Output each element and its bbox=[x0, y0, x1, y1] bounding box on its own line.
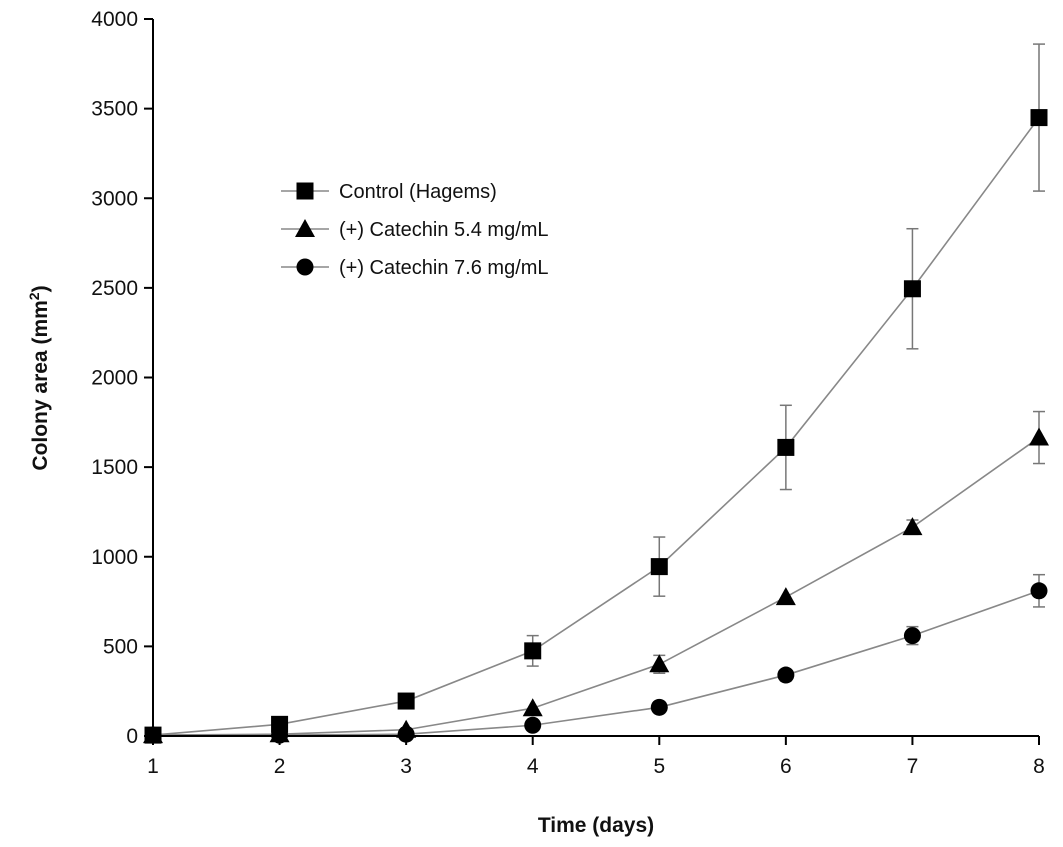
y-axis-title-main: Colony area (mm bbox=[29, 300, 52, 470]
data-point-square bbox=[524, 642, 542, 660]
y-tick-label: 3000 bbox=[91, 187, 138, 210]
data-point-square bbox=[903, 280, 921, 298]
x-axis-title: Time (days) bbox=[538, 814, 654, 837]
data-point-square bbox=[1030, 109, 1048, 127]
x-tick-label: 3 bbox=[400, 755, 412, 778]
data-point-triangle bbox=[1029, 427, 1049, 446]
series-line-square bbox=[152, 117, 1040, 736]
y-tick-label: 500 bbox=[103, 635, 138, 658]
legend-marker-triangle bbox=[295, 219, 315, 237]
y-axis-title-tail: ) bbox=[29, 285, 52, 292]
y-axis-title: Colony area (mm2) bbox=[26, 285, 52, 470]
series-lines bbox=[152, 117, 1040, 736]
series-line-triangle bbox=[152, 436, 1040, 736]
data-point-triangle bbox=[902, 517, 923, 536]
series-line-circle bbox=[153, 590, 1040, 736]
legend-marker-square bbox=[296, 182, 314, 200]
y-tick-label: 2500 bbox=[91, 277, 138, 300]
data-point-square bbox=[397, 692, 415, 710]
data-point-triangle bbox=[522, 698, 543, 717]
series-markers bbox=[143, 109, 1049, 744]
data-point-circle bbox=[1030, 582, 1048, 600]
data-point-square bbox=[777, 438, 795, 456]
data-point-triangle bbox=[649, 654, 670, 673]
data-point-circle bbox=[271, 726, 289, 744]
y-axis-title-superscript: 2 bbox=[26, 292, 42, 300]
data-point-square bbox=[650, 558, 668, 576]
error-bars bbox=[526, 43, 1045, 675]
x-tick-label: 4 bbox=[527, 755, 539, 778]
data-point-circle bbox=[144, 726, 162, 744]
data-point-circle bbox=[524, 716, 542, 734]
data-point-triangle bbox=[775, 587, 796, 606]
x-tick-label: 5 bbox=[653, 755, 665, 778]
legend-label-circle: (+) Catechin 7.6 mg/mL bbox=[339, 257, 549, 279]
y-tick-label: 1500 bbox=[91, 456, 138, 479]
y-tick-label: 1000 bbox=[91, 546, 138, 569]
data-point-circle bbox=[777, 666, 795, 684]
x-tick-label: 2 bbox=[274, 755, 286, 778]
x-tick-label: 1 bbox=[147, 755, 159, 778]
data-point-circle bbox=[903, 627, 921, 645]
x-tick-label: 8 bbox=[1033, 755, 1045, 778]
y-tick-label: 0 bbox=[126, 725, 138, 748]
data-point-circle bbox=[397, 725, 415, 743]
legend-marker-circle bbox=[296, 258, 314, 276]
y-tick-label: 3500 bbox=[91, 98, 138, 121]
y-tick-label: 4000 bbox=[91, 8, 138, 31]
x-tick-label: 6 bbox=[780, 755, 792, 778]
x-tick-label: 7 bbox=[907, 755, 919, 778]
axes: 0 500 1000 1500 2000 2500 3000 3500 4000 1 2 3 4 5 6 7 8 bbox=[91, 8, 1045, 778]
legend: Control (Hagems) (+) Catechin 5.4 mg/mL (+… bbox=[281, 181, 549, 279]
y-tick-label: 2000 bbox=[91, 367, 138, 390]
legend-label-square: Control (Hagems) bbox=[339, 181, 497, 203]
data-point-circle bbox=[650, 698, 668, 716]
legend-label-triangle: (+) Catechin 5.4 mg/mL bbox=[339, 219, 549, 241]
